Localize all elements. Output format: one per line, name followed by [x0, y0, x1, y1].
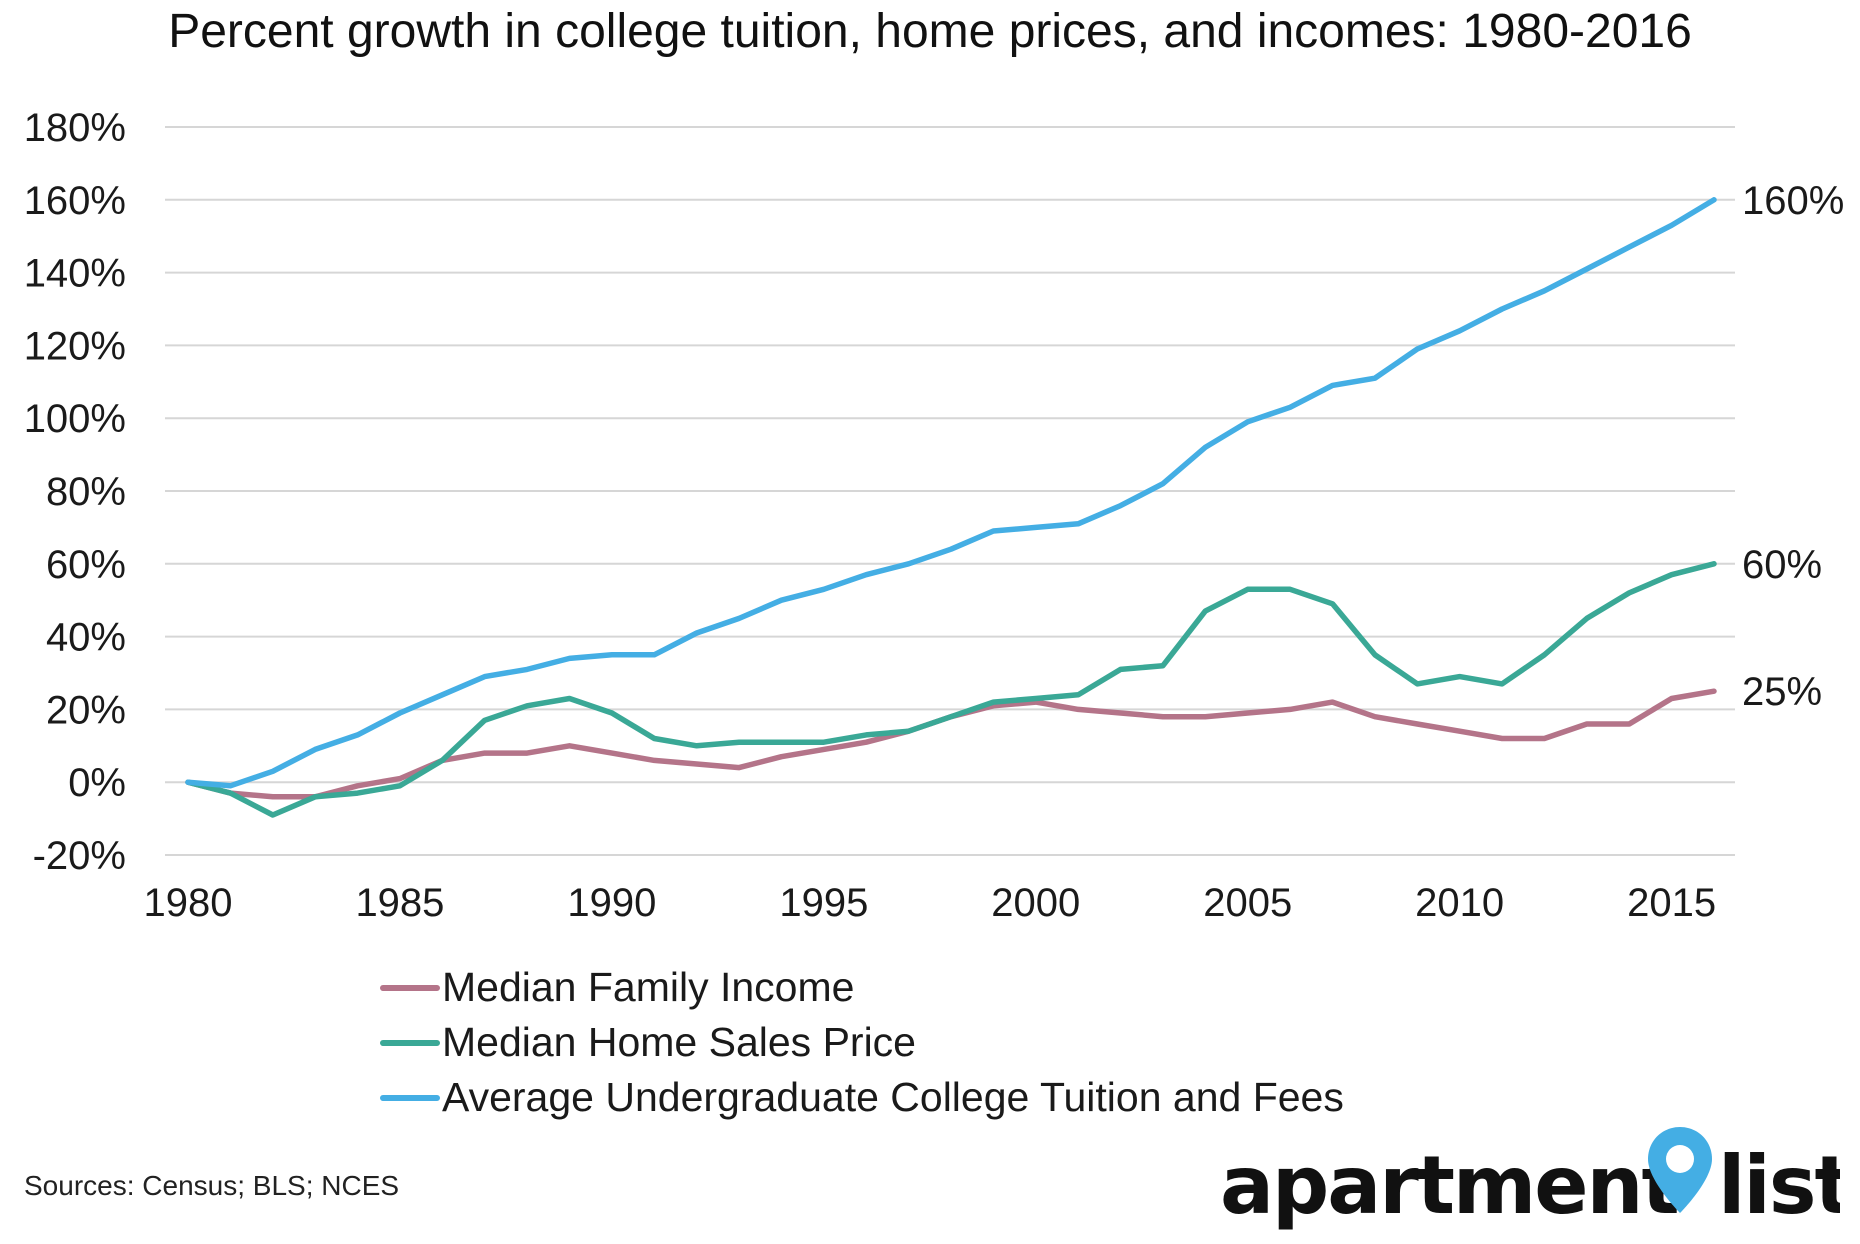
legend-label-tuition: Average Undergraduate College Tuition an… [442, 1074, 1344, 1120]
x-tick-label: 2005 [1203, 881, 1292, 925]
legend-item-tuition: Average Undergraduate College Tuition an… [380, 1070, 1344, 1125]
y-tick-label: 100% [24, 397, 126, 441]
x-tick-label: 2015 [1627, 881, 1716, 925]
x-tick-label: 1985 [355, 881, 444, 925]
y-tick-label: 60% [46, 543, 126, 587]
x-tick-label: 1990 [567, 881, 656, 925]
legend-item-home-price: Median Home Sales Price [380, 1015, 1344, 1070]
logo-wordmark-left: apartment [1220, 1139, 1679, 1232]
y-tick-label: -20% [33, 834, 126, 878]
y-tick-label: 180% [24, 106, 126, 150]
gridlines [165, 126, 1735, 856]
y-tick-label: 140% [24, 252, 126, 296]
apartment-list-logo: apartment list [1220, 1127, 1840, 1232]
y-tick-label: 20% [46, 688, 126, 732]
legend: Median Family Income Median Home Sales P… [380, 960, 1344, 1125]
legend-label-income: Median Family Income [442, 964, 855, 1010]
x-tick-label: 2010 [1415, 881, 1504, 925]
x-tick-label: 1995 [779, 881, 868, 925]
legend-label-home-price: Median Home Sales Price [442, 1019, 916, 1065]
series-line-2 [185, 561, 1717, 818]
end-value-label: 60% [1742, 543, 1822, 587]
y-tick-label: 40% [46, 616, 126, 660]
legend-item-income: Median Family Income [380, 960, 1344, 1015]
x-tick-label: 1980 [144, 881, 233, 925]
x-axis-tick-labels: 1980 1985 1990 1995 2000 2005 2010 2015 [144, 881, 1717, 925]
y-tick-label: 120% [24, 324, 126, 368]
end-value-labels: 25% 60% 160% [1742, 179, 1844, 714]
y-tick-label: 80% [46, 470, 126, 514]
y-tick-label: 160% [24, 179, 126, 223]
x-tick-label: 2000 [991, 881, 1080, 925]
legend-swatch-tuition [380, 1094, 440, 1101]
logo-wordmark-right: list [1718, 1139, 1840, 1232]
map-pin-icon [1648, 1127, 1712, 1213]
y-tick-label: 0% [68, 761, 126, 805]
source-note: Sources: Census; BLS; NCES [24, 1170, 400, 1201]
end-value-label: 160% [1742, 179, 1844, 223]
legend-swatch-income [380, 984, 440, 991]
chart-title: Percent growth in college tuition, home … [168, 5, 1692, 58]
series-lines [185, 197, 1717, 818]
series-line-3 [185, 197, 1717, 789]
line-chart: -20% 0% 20% 40% 60% 80% 100% 120% 140% 160% 180% 1… [24, 106, 1845, 925]
end-value-label: 25% [1742, 670, 1822, 714]
y-axis-tick-labels: -20% 0% 20% 40% 60% 80% 100% 120% 140% 160% 180% [24, 106, 126, 878]
legend-swatch-home-price [380, 1039, 440, 1046]
